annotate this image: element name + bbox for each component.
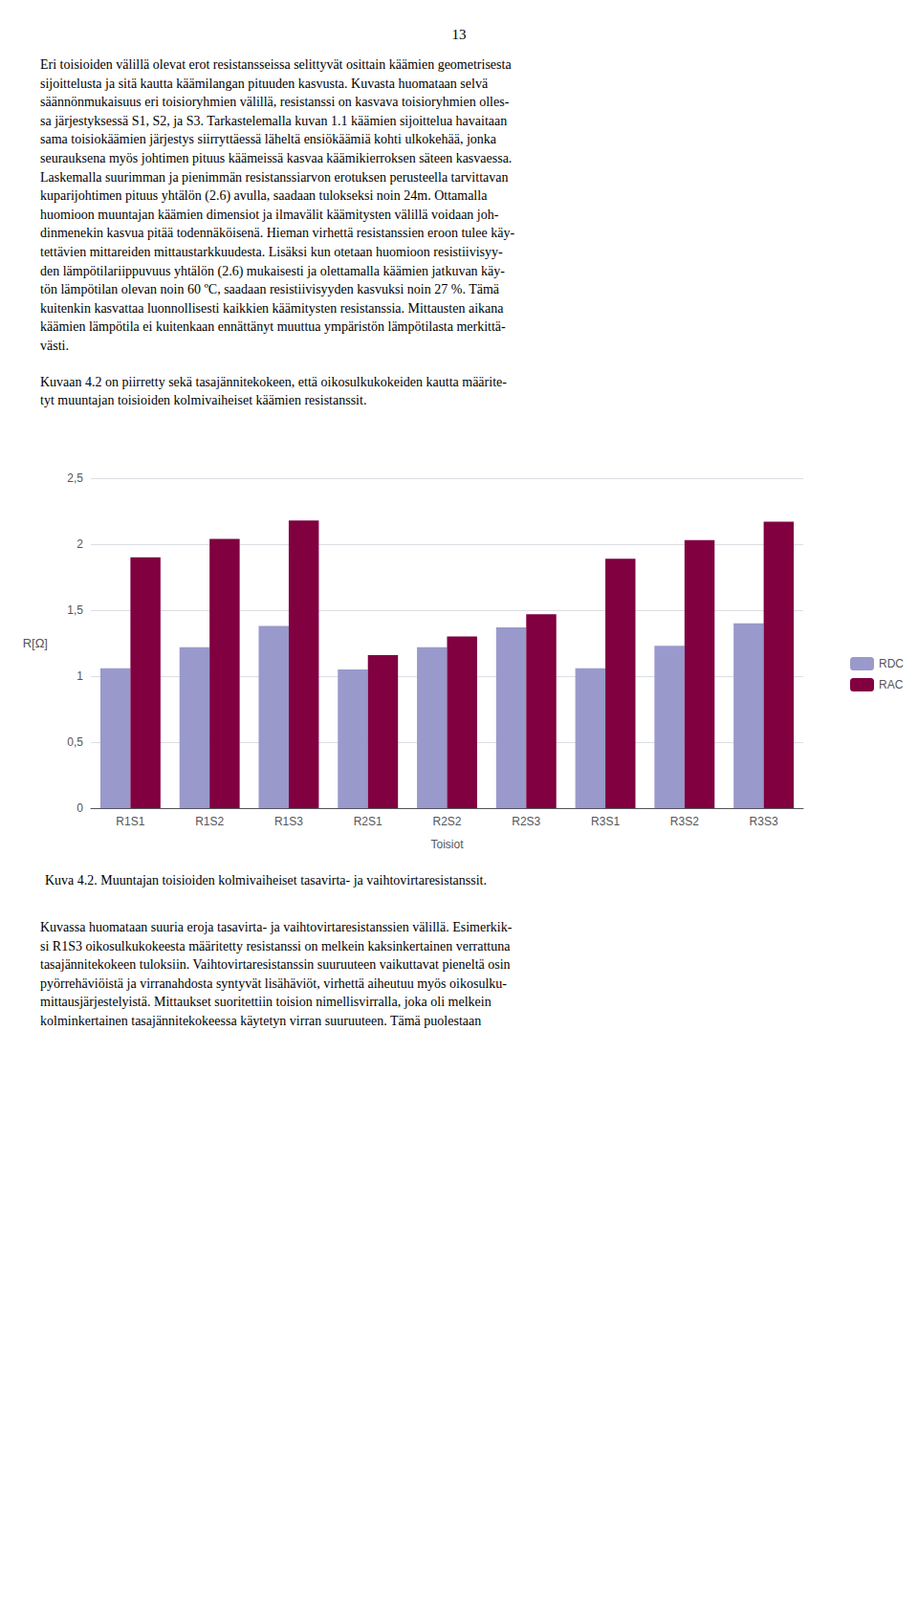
svg-text:0,5: 0,5 bbox=[66, 735, 84, 749]
svg-text:R3S3: R3S3 bbox=[749, 814, 779, 829]
html-text:13: 13 bbox=[451, 26, 467, 43]
svg-text:1,5: 1,5 bbox=[66, 603, 84, 617]
svg-text:Kuva 4.2. Muuntajan toisioiden: Kuva 4.2. Muuntajan toisioiden kolmivaih… bbox=[44, 873, 487, 888]
svg-text:R3S2: R3S2 bbox=[670, 814, 700, 829]
svg-text:2,5: 2,5 bbox=[66, 471, 84, 485]
html-text:Eri toisioiden välillä olevat: Eri toisioiden välillä olevat erot resis… bbox=[40, 57, 515, 353]
svg-text:R2S2: R2S2 bbox=[432, 814, 461, 829]
svg-text:R2S3: R2S3 bbox=[511, 814, 541, 829]
html-text:Kuvaan 4.2 on piirretty sekä t: Kuvaan 4.2 on piirretty sekä tasajännite… bbox=[40, 374, 507, 408]
svg-text:0: 0 bbox=[76, 801, 84, 815]
svg-text:R1S1: R1S1 bbox=[115, 814, 145, 829]
svg-text:R3S1: R3S1 bbox=[590, 814, 620, 829]
svg-text:Toisiot: Toisiot bbox=[430, 837, 464, 852]
html-text:Kuvassa huomataan suuria eroja: Kuvassa huomataan suuria eroja tasavirta… bbox=[40, 919, 512, 1028]
svg-text:RDC: RDC bbox=[878, 656, 904, 671]
svg-text:1: 1 bbox=[76, 669, 84, 683]
svg-text:R[Ω]: R[Ω] bbox=[22, 635, 48, 651]
svg-text:R2S1: R2S1 bbox=[353, 814, 383, 829]
svg-text:R1S2: R1S2 bbox=[195, 814, 224, 829]
svg-text:2: 2 bbox=[76, 537, 84, 551]
svg-text:RAC: RAC bbox=[878, 677, 904, 692]
svg-text:R1S3: R1S3 bbox=[274, 814, 304, 829]
